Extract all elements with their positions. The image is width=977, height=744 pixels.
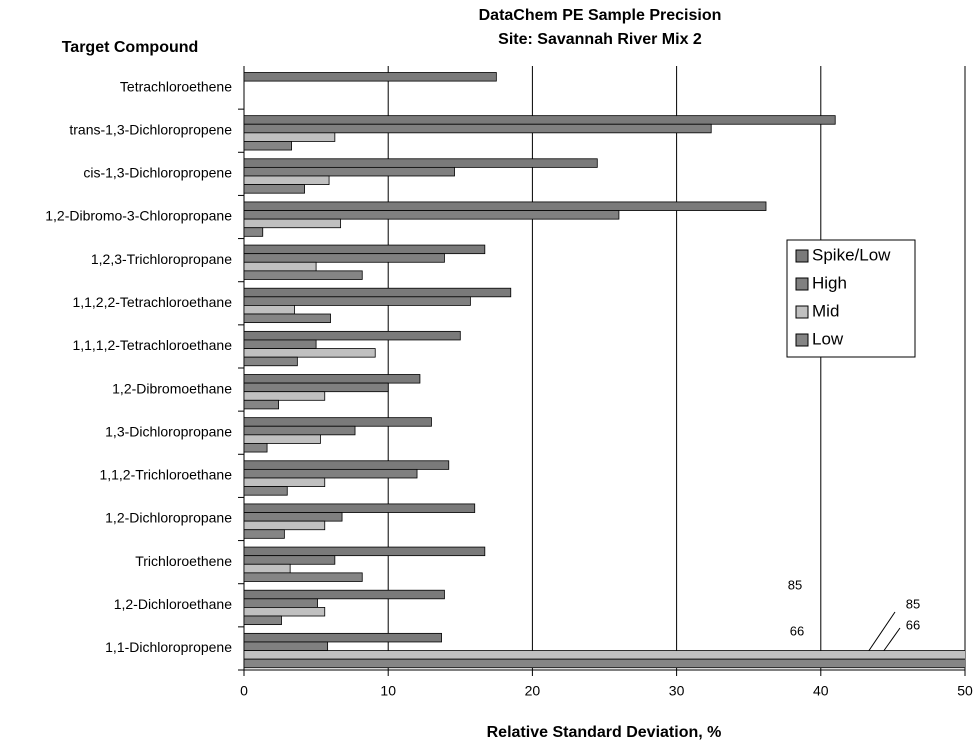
x-axis-label: Relative Standard Deviation, %: [487, 724, 722, 741]
bar: [244, 555, 336, 565]
bar: [244, 434, 321, 444]
bar: [244, 218, 342, 229]
bar: [244, 563, 291, 574]
bar: [244, 330, 461, 341]
bar: [244, 425, 356, 436]
y-axis-label: Target Compound: [62, 39, 199, 56]
bar: [244, 477, 326, 487]
legend-label: Low: [812, 329, 844, 348]
bar: [244, 313, 331, 324]
legend-label: Spike/Low: [812, 245, 891, 264]
chart-subtitle: Site: Savannah River Mix 2: [498, 31, 702, 48]
value-label: 85: [906, 596, 920, 611]
bar: [244, 374, 421, 384]
bar: [244, 210, 620, 220]
y-tick-label: 1,2-Dichloropropane: [105, 510, 232, 526]
y-tick-label: 1,2,3-Trichloropropane: [91, 251, 232, 267]
bar: [244, 529, 285, 539]
y-tick-label: trans-1,3-Dichloropropene: [69, 121, 232, 137]
bar: [244, 641, 329, 651]
break-mark: [867, 611, 896, 653]
bar: [244, 253, 445, 263]
bar: [244, 132, 336, 142]
bar: [244, 382, 389, 393]
y-tick-label: 1,3-Dichloropropane: [105, 423, 232, 439]
bar: [244, 632, 442, 643]
bar: [244, 598, 318, 608]
x-tick-label: 40: [813, 683, 829, 699]
bar: [244, 589, 445, 600]
bar: [244, 184, 305, 194]
y-tick-label: 1,1,1,2-Tetrachloroethane: [72, 337, 232, 353]
chart-title: DataChem PE Sample Precision: [479, 7, 722, 24]
x-tick-label: 20: [525, 683, 541, 699]
y-tick-label: cis-1,3-Dichloropropene: [83, 165, 232, 181]
bar: [244, 443, 268, 453]
x-tick-label: 0: [240, 683, 248, 699]
bar: [244, 607, 326, 617]
legend-swatch: [795, 249, 809, 263]
bar: [244, 356, 298, 367]
legend-swatch: [795, 305, 809, 319]
x-tick-label: 50: [957, 683, 973, 699]
y-tick-label: 1,2-Dichloroethane: [114, 596, 233, 612]
bar: [244, 201, 767, 211]
value-label: 66: [906, 617, 920, 632]
bar: [244, 658, 965, 669]
y-tick-label: 1,1-Dichloropropene: [105, 639, 232, 655]
bar: [244, 158, 598, 168]
bar: [244, 244, 486, 255]
bar: [244, 305, 295, 315]
bar: [244, 296, 471, 306]
bar: [244, 339, 317, 349]
bar: [244, 650, 965, 660]
bar: [244, 115, 836, 125]
bar: [244, 72, 497, 82]
y-tick-label: 1,1,2-Trichloroethane: [99, 467, 232, 483]
value-label: 85: [788, 577, 802, 592]
y-tick-label: 1,2-Dibromoethane: [112, 380, 232, 396]
bar: [244, 615, 282, 626]
legend-swatch: [795, 333, 809, 347]
bar: [244, 227, 264, 237]
y-tick-label: Trichloroethene: [135, 553, 232, 569]
bar: [244, 503, 476, 513]
bar: [244, 270, 363, 280]
bar: [244, 348, 376, 358]
value-label: 66: [790, 623, 804, 638]
legend-label: Mid: [812, 301, 839, 320]
y-tick-label: 1,1,2,2-Tetrachloroethane: [72, 294, 232, 310]
bar: [244, 399, 280, 410]
bar: [244, 166, 455, 177]
x-tick-label: 30: [669, 683, 685, 699]
bar: [244, 460, 450, 470]
bar: [244, 141, 292, 151]
bar: [244, 417, 432, 427]
y-tick-label: 1,2-Dibromo-3-Chloropropane: [45, 208, 232, 224]
legend-label: High: [812, 273, 847, 292]
bar: [244, 123, 712, 134]
x-tick-label: 10: [380, 683, 396, 699]
plot-bars: [244, 72, 965, 669]
bar: [244, 572, 363, 582]
bar: [244, 391, 326, 401]
bar: [244, 512, 343, 522]
bar: [244, 486, 288, 496]
bar: [244, 261, 317, 272]
bar: [244, 546, 486, 557]
bar: [244, 468, 418, 479]
bar: [244, 175, 330, 185]
legend-swatch: [795, 277, 809, 291]
y-tick-label: Tetrachloroethene: [120, 78, 232, 94]
bar: [244, 520, 326, 531]
bar: [244, 287, 512, 298]
